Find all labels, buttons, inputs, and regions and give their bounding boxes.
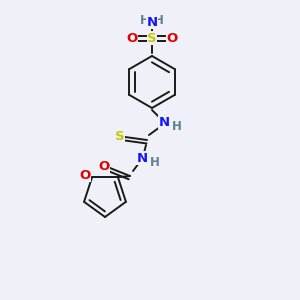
Text: O: O [80, 169, 91, 182]
Text: N: N [158, 116, 169, 128]
Text: S: S [147, 32, 157, 44]
Text: H: H [154, 14, 164, 26]
Text: H: H [150, 155, 160, 169]
Text: H: H [140, 14, 150, 26]
Text: O: O [167, 32, 178, 44]
Text: O: O [126, 32, 138, 44]
Text: N: N [136, 152, 148, 164]
Text: N: N [146, 16, 158, 28]
Text: O: O [98, 160, 110, 172]
Text: S: S [115, 130, 125, 143]
Text: H: H [172, 119, 182, 133]
